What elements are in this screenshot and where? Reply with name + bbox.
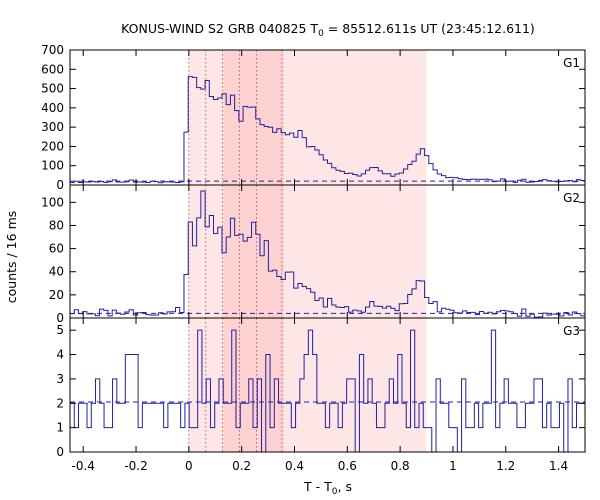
- ytick-label-g1-7: 700: [41, 43, 64, 57]
- y-axis-label: counts / 16 ms: [4, 211, 19, 304]
- ytick-label-g1-1: 100: [41, 159, 64, 173]
- xtick-label-7: 1: [449, 459, 457, 473]
- ytick-label-g3-1: 1: [56, 421, 64, 435]
- xtick-label-5: 0.6: [338, 459, 357, 473]
- ytick-label-g1-5: 500: [41, 82, 64, 96]
- xtick-label-1: -0.2: [124, 459, 147, 473]
- xtick-label-9: 1.4: [549, 459, 568, 473]
- panel-frames: [69, 49, 586, 453]
- shaded-interval-g3-1: [223, 318, 284, 452]
- chart-title-main: KONUS-WIND S2 GRB 040825 T: [121, 21, 318, 36]
- ytick-label-g2-1: 20: [49, 288, 64, 302]
- xtick-label-2: 0: [185, 459, 193, 473]
- ytick-label-g1-0: 0: [56, 178, 64, 192]
- series-g3: [70, 329, 585, 453]
- xtick-label-6: 0.8: [391, 459, 410, 473]
- x-axis-label-subscript: 0: [332, 487, 338, 497]
- histogram-series: [70, 76, 585, 453]
- panel-label-g3: G3: [563, 324, 580, 338]
- ytick-label-g3-3: 3: [56, 372, 64, 386]
- x-axis-label-main: T - T: [303, 479, 332, 494]
- panel-frame-g3: [69, 317, 586, 453]
- ytick-label-g2-0: 0: [56, 311, 64, 325]
- chart-title-rest: = 85512.611s UT (23:45:12.611): [324, 21, 535, 36]
- ytick-label-g1-2: 200: [41, 139, 64, 153]
- panel-label-g1: G1: [563, 56, 580, 70]
- panel-label-g2: G2: [563, 191, 580, 205]
- ytick-label-g3-4: 4: [56, 348, 64, 362]
- x-axis-label-rest: , s: [338, 479, 352, 494]
- ytick-label-g2-2: 40: [49, 265, 64, 279]
- series-g1: [70, 76, 585, 184]
- xtick-label-3: 0.2: [232, 459, 251, 473]
- axis-ticks: [70, 49, 585, 453]
- shaded-interval-g1-1: [223, 50, 284, 185]
- shaded-intervals: [188, 50, 427, 452]
- ytick-label-g1-3: 300: [41, 120, 64, 134]
- dotted-time-markers: [188, 50, 283, 452]
- ytick-label-g2-5: 100: [41, 195, 64, 209]
- xtick-label-8: 1.2: [496, 459, 515, 473]
- background-levels: [70, 180, 585, 403]
- ytick-label-g3-2: 2: [56, 396, 64, 410]
- ytick-label-g1-6: 600: [41, 62, 64, 76]
- ytick-label-g2-4: 80: [49, 218, 64, 232]
- x-axis-label: T - T0, s: [303, 479, 352, 497]
- chart-title-subscript: 0: [318, 29, 324, 39]
- ytick-label-g3-5: 5: [56, 323, 64, 337]
- xtick-label-0: -0.4: [71, 459, 94, 473]
- ytick-label-g3-0: 0: [56, 445, 64, 459]
- series-g2: [70, 190, 585, 318]
- shaded-interval-g2-1: [223, 185, 284, 318]
- xtick-label-4: 0.4: [285, 459, 304, 473]
- chart-title: KONUS-WIND S2 GRB 040825 T0 = 85512.611s…: [121, 21, 535, 39]
- ytick-label-g2-3: 60: [49, 242, 64, 256]
- ytick-label-g1-4: 400: [41, 101, 64, 115]
